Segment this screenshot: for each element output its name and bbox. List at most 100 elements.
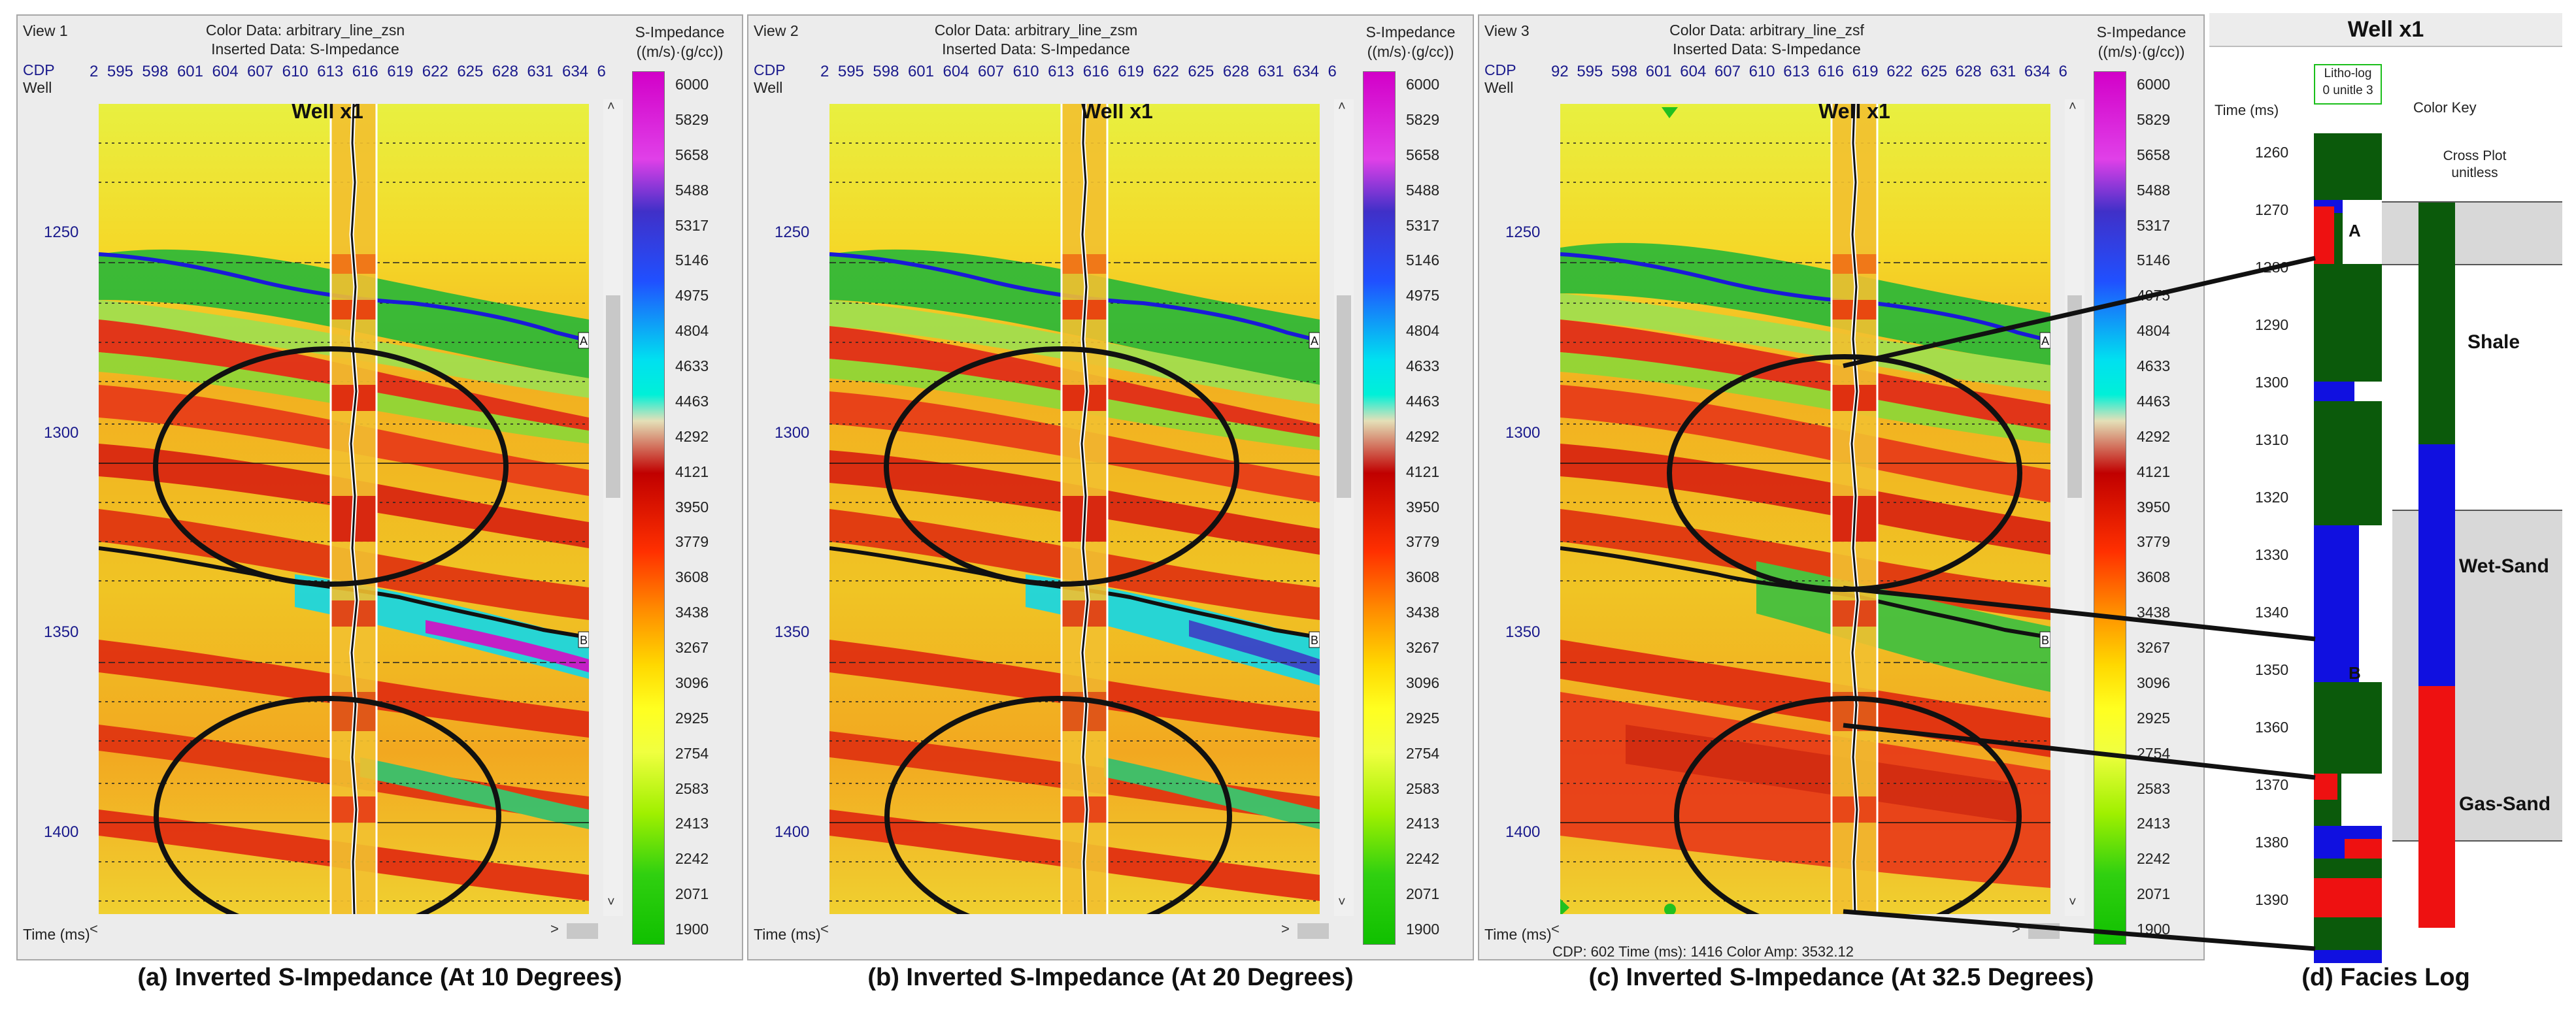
time-tick: 1250 [44, 223, 79, 241]
colorbar-tick: 3267 [1406, 639, 1440, 656]
time-tick: 1300 [1505, 424, 1541, 442]
colorbar-tick: 3438 [2137, 604, 2171, 621]
colorbar-tick: 5488 [1406, 181, 1440, 199]
colorbar-tick: 3096 [1406, 674, 1440, 691]
cdp-tick: 6 [2058, 63, 2067, 80]
cdp-tick: 607 [247, 63, 274, 80]
horizon-a-label: A [580, 335, 588, 348]
cursor-point-icon [1664, 904, 1676, 914]
colorbar-tick: 2583 [675, 779, 709, 797]
seismic-view-2[interactable]: View 2 Color Data: arbitrary_line_zsm In… [747, 14, 1474, 960]
scroll-up-icon[interactable]: ˄ [2069, 99, 2077, 114]
colorbar-tick: 2925 [1406, 709, 1440, 727]
well-label: Well [1484, 79, 1514, 96]
scroll-right-icon[interactable]: > [1281, 921, 1290, 937]
marker-a-label: A [2349, 221, 2361, 240]
colorbar-tick: 6000 [675, 76, 709, 93]
seismic-view-1[interactable]: View 1 Color Data: arbitrary_line_zsn In… [16, 14, 743, 960]
scroll-thumb[interactable] [606, 295, 620, 498]
scroll-up-icon[interactable]: ˄ [1338, 99, 1346, 114]
color-data-label: Color Data: arbitrary_line_zsm [934, 22, 1138, 39]
scroll-down-icon[interactable]: ˅ [1338, 895, 1346, 909]
facies-time-label: Time (ms) [2215, 102, 2279, 118]
colorbar-tick: 5488 [675, 181, 709, 199]
cdp-tick: 634 [561, 63, 589, 80]
scroll-thumb[interactable] [567, 923, 598, 939]
colorbar-tick: 4975 [2137, 287, 2171, 304]
cursor-status-readout: CDP: 602 Time (ms): 1416 Color Amp: 3532… [1552, 943, 1854, 960]
horizon-a-label: A [1311, 335, 1318, 348]
colorbar-tick: 3950 [1406, 498, 1440, 516]
colorbar-tick: 4121 [675, 463, 709, 480]
cdp-tick: 610 [1748, 63, 1775, 80]
horizontal-scrollbar[interactable]: < > [90, 921, 599, 940]
colorbar-label: S-Impedance [2096, 24, 2186, 41]
colorbar-title: S-Impedance ((m/s)·(g/cc)) [618, 22, 742, 61]
horizon-b-label: B [2041, 634, 2049, 647]
cdp-tick: 2 [90, 63, 99, 80]
scroll-down-icon[interactable]: ˅ [2069, 895, 2077, 909]
cdp-tick: 631 [1990, 63, 2016, 80]
scroll-right-icon[interactable]: > [2012, 921, 2020, 937]
anomaly-ellipse-lower [1674, 696, 2022, 914]
scroll-thumb[interactable] [2067, 295, 2082, 498]
colorbar-tick: 3608 [675, 568, 709, 586]
scroll-thumb[interactable] [1337, 295, 1351, 498]
colorbar-label: S-Impedance [1365, 24, 1456, 41]
cursor-marker-top-icon [1662, 107, 1678, 118]
cdp-tick: 634 [1292, 63, 1320, 80]
time-tick: 1350 [1505, 623, 1541, 641]
colorbar-tick: 5317 [675, 216, 709, 234]
cdp-tick: 607 [978, 63, 1005, 80]
scroll-thumb[interactable] [2028, 923, 2060, 939]
colorbar-unit: ((m/s)·(g/cc)) [2098, 43, 2185, 60]
colorbar [632, 71, 665, 945]
time-axis-text: Time (ms) [23, 926, 90, 943]
scroll-thumb[interactable] [1297, 923, 1329, 939]
facies-time-tick: 1290 [2255, 316, 2289, 333]
cdp-tick: 598 [1611, 63, 1638, 80]
facies-time-tick: 1370 [2255, 776, 2289, 793]
colorbar-tick: 6000 [2137, 76, 2171, 93]
horizontal-scrollbar[interactable]: < > [1551, 921, 2061, 940]
seismic-section[interactable]: A B Well x1 [1560, 104, 2050, 914]
vertical-scrollbar[interactable]: ˄ ˅ [603, 99, 623, 916]
cdp-tick: 6 [597, 63, 606, 80]
scroll-left-icon[interactable]: < [820, 921, 829, 937]
seismic-section[interactable]: A B Well x1 [829, 104, 1320, 914]
vertical-scrollbar[interactable]: ˄ ˅ [2065, 99, 2084, 916]
scroll-left-icon[interactable]: < [90, 921, 98, 937]
time-tick: 1400 [44, 823, 79, 841]
cdp-tick: 622 [1886, 63, 1913, 80]
colorbar-tick: 3267 [675, 639, 709, 656]
seismic-section[interactable]: A B Well x1 [99, 104, 589, 914]
scroll-down-icon[interactable]: ˅ [607, 895, 615, 909]
colorbar-tick: 5658 [675, 146, 709, 163]
facies-time-tick: 1340 [2255, 604, 2289, 621]
colorbar-tick: 2242 [675, 850, 709, 868]
colorbar-tick: 5829 [1406, 110, 1440, 128]
cdp-tick: 628 [492, 63, 518, 80]
scroll-up-icon[interactable]: ˄ [607, 99, 615, 114]
colorbar-tick: 3779 [675, 533, 709, 551]
seismic-view-3[interactable]: View 3 Color Data: arbitrary_line_zsf In… [1478, 14, 2205, 960]
colorbar-tick: 2071 [1406, 885, 1440, 903]
horizontal-scrollbar[interactable]: < > [820, 921, 1330, 940]
colorbar-title: S-Impedance ((m/s)·(g/cc)) [2079, 22, 2203, 61]
colorbar-tick: 2925 [675, 709, 709, 727]
cdp-well-label: CDP Well [754, 61, 786, 97]
well-label: Well [754, 79, 783, 96]
cdp-tick: 628 [1955, 63, 1982, 80]
colorbar-tick: 4804 [1406, 322, 1440, 340]
colorbar-tick: 1900 [2137, 921, 2171, 938]
scroll-left-icon[interactable]: < [1551, 921, 1560, 937]
facies-time-tick: 1310 [2255, 431, 2289, 448]
colorbar-tick: 2583 [1406, 779, 1440, 797]
vertical-scrollbar[interactable]: ˄ ˅ [1334, 99, 1354, 916]
facies-time-tick: 1380 [2255, 834, 2289, 851]
litho-log-header: Litho-log 0 unitle 3 [2314, 64, 2382, 105]
cdp-tick: 625 [1920, 63, 1947, 80]
colorbar-label: S-Impedance [635, 24, 725, 41]
scroll-right-icon[interactable]: > [550, 921, 559, 937]
colorbar-tick: 5146 [2137, 252, 2171, 269]
